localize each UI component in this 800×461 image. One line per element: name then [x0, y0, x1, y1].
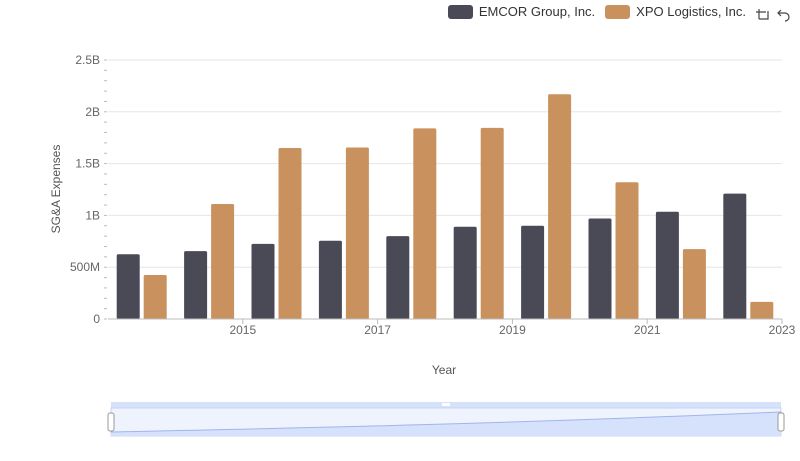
x-tick-label: 2015 [229, 323, 256, 337]
zoom-icon[interactable] [754, 6, 770, 22]
bar-emcor-2018[interactable] [386, 236, 410, 319]
x-tick-label: 2023 [769, 323, 796, 337]
x-axis-title: Year [432, 363, 456, 377]
grid-lines [108, 59, 782, 268]
x-axis-labels: 2015 2017 2019 2021 2023 [229, 319, 796, 337]
y-minor-ticks [104, 59, 107, 320]
bar-emcor-2023[interactable] [723, 193, 747, 319]
legend-swatch-xpo [605, 4, 631, 19]
x-tick-label: 2017 [364, 323, 391, 337]
reset-icon[interactable] [776, 6, 792, 22]
y-tick-label: 2.5B [75, 53, 100, 67]
bar-emcor-2019[interactable] [453, 226, 477, 319]
bar-emcor-2014[interactable] [116, 254, 140, 319]
slider-preview-area [111, 412, 781, 436]
y-tick-label: 1B [85, 208, 100, 222]
bars [116, 94, 774, 319]
slider-handle-left[interactable] [107, 412, 115, 432]
chart-toolbar [754, 6, 792, 22]
bar-xpo-2020[interactable] [548, 94, 572, 319]
bar-xpo-2014[interactable] [143, 274, 167, 319]
legend-item-emcor[interactable]: EMCOR Group, Inc. [447, 4, 596, 19]
bar-xpo-2018[interactable] [413, 128, 437, 319]
y-axis-title: SG&A Expenses [49, 145, 63, 234]
x-tick-label: 2019 [499, 323, 526, 337]
legend-label-xpo: XPO Logistics, Inc. [636, 4, 746, 19]
legend-swatch-emcor [447, 4, 473, 19]
bar-emcor-2015[interactable] [184, 251, 208, 319]
bar-emcor-2022[interactable] [655, 211, 679, 319]
bar-emcor-2020[interactable] [521, 225, 545, 319]
y-tick-label: 500M [70, 260, 100, 274]
range-slider[interactable] [107, 402, 785, 437]
x-tick-label: 2021 [634, 323, 661, 337]
bar-xpo-2015[interactable] [211, 204, 235, 319]
bar-xpo-2019[interactable] [480, 127, 504, 319]
legend-label-emcor: EMCOR Group, Inc. [478, 4, 596, 19]
bar-xpo-2016[interactable] [278, 148, 302, 319]
y-axis-labels: 0 500M 1B 1.5B 2B 2.5B [70, 53, 100, 326]
bar-emcor-2016[interactable] [251, 243, 275, 319]
bar-emcor-2017[interactable] [318, 240, 342, 319]
bar-xpo-2023[interactable] [750, 301, 774, 319]
y-tick-label: 1.5B [75, 157, 100, 171]
legend: EMCOR Group, Inc. XPO Logistics, Inc. [447, 4, 746, 19]
bar-xpo-2017[interactable] [345, 147, 369, 319]
legend-item-xpo[interactable]: XPO Logistics, Inc. [605, 4, 746, 19]
bar-emcor-2021[interactable] [588, 218, 612, 319]
y-tick-label: 0 [93, 312, 100, 326]
bar-xpo-2022[interactable] [682, 249, 706, 319]
slider-preview-line [110, 411, 782, 433]
slider-handle-right[interactable] [777, 412, 785, 432]
bar-xpo-2021[interactable] [615, 182, 639, 319]
y-tick-label: 2B [85, 105, 100, 119]
slider-grip[interactable] [442, 403, 450, 406]
